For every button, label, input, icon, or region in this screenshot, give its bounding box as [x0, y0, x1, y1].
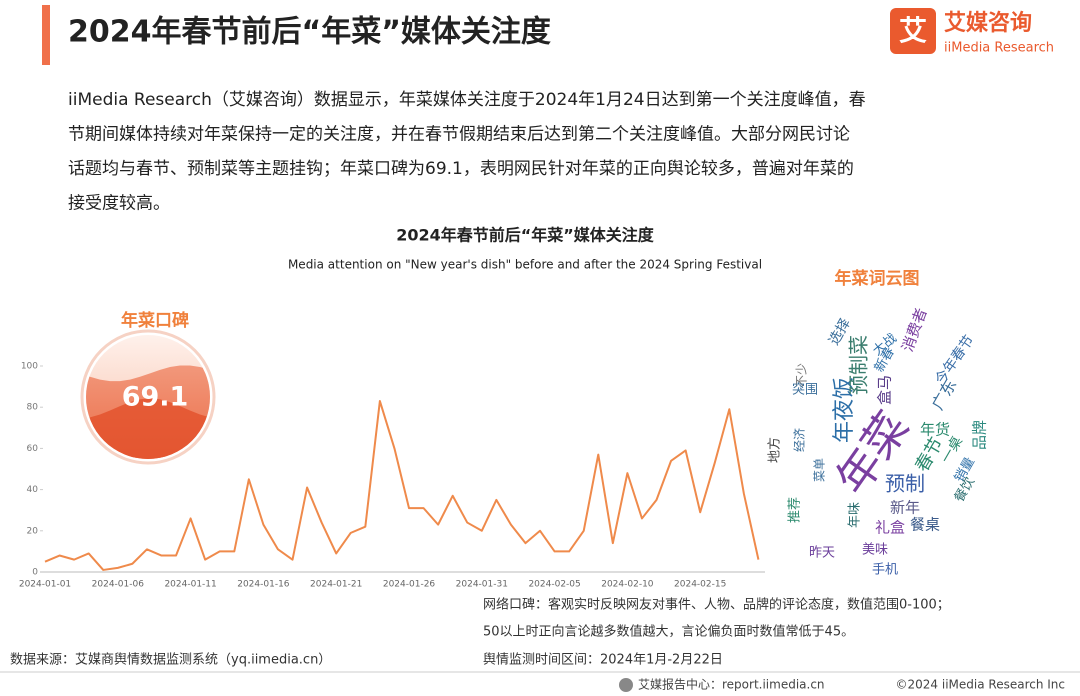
title-accent: [42, 5, 50, 65]
data-line: [44, 400, 760, 571]
y-tick-label: 20: [27, 526, 39, 536]
cloud-word: 新年: [890, 499, 920, 517]
wordcloud-title: 年菜词云图: [835, 268, 920, 289]
cloud-word: 年味: [848, 502, 863, 528]
cloud-word: 预制: [885, 472, 925, 496]
y-tick-label: 100: [21, 362, 38, 372]
page-title: 2024年春节前后“年菜”媒体关注度: [68, 15, 551, 50]
x-tick-label: 2024-01-16: [237, 580, 290, 590]
cloud-word: 不少: [795, 363, 809, 387]
intro-line: 节期间媒体持续对年菜保持一定的关注度，并在春节假期结束后达到第二个关注度峰值。大…: [68, 125, 850, 145]
cloud-word: 手机: [872, 563, 898, 578]
cloud-word: 盒马: [876, 375, 894, 405]
x-tick-label: 2024-01-31: [456, 580, 508, 590]
y-tick-label: 80: [27, 403, 39, 413]
cloud-word: 品牌: [971, 420, 989, 450]
x-tick-label: 2024-01-26: [383, 580, 436, 590]
note-line: 网络口碑：客观实时反映网友对事件、人物、品牌的评论态度，数值范围0-100；: [483, 597, 950, 613]
intro-line: 接受度较高。: [68, 194, 170, 214]
cloud-word: 餐桌: [910, 516, 940, 534]
logo-brand: 艾媒咨询: [944, 10, 1032, 36]
cloud-word: 今年春节: [932, 332, 977, 387]
cloud-word: 礼盒: [875, 519, 905, 537]
y-tick-label: 60: [27, 444, 39, 454]
intro-line: 话题均与春节、预制菜等主题挂钩；年菜口碑为69.1，表明网民针对年菜的正向舆论较…: [68, 159, 854, 179]
cloud-word: 菜单: [813, 458, 827, 482]
x-tick-label: 2024-02-15: [674, 580, 726, 590]
chart-title: 2024年春节前后“年菜”媒体关注度: [396, 226, 655, 245]
gauge-label: 年菜口碑: [121, 310, 189, 331]
gauge-value: 69.1: [122, 382, 189, 413]
cloud-word: 地方: [767, 437, 783, 463]
y-tick-label: 0: [32, 568, 38, 578]
cloud-word: 美味: [862, 543, 888, 558]
cloud-word: 年货: [920, 421, 950, 439]
x-tick-label: 2024-02-05: [528, 580, 580, 590]
cloud-word: 突围: [792, 382, 818, 398]
cloud-word: 年夜饭: [832, 377, 857, 443]
footer-right: ©2024 iiMedia Research Inc: [896, 678, 1065, 692]
cloud-word: 昨天: [809, 546, 835, 561]
source: 数据来源：艾媒商舆情数据监测系统（yq.iimedia.cn）: [10, 653, 331, 668]
x-tick-label: 2024-01-01: [19, 580, 71, 590]
logo-icon: [890, 8, 936, 54]
x-tick-label: 2024-01-11: [164, 580, 216, 590]
period: 舆情监测时间区间：2024年1月-2月22日: [483, 653, 723, 668]
gauge-ring: [80, 329, 216, 465]
x-tick-label: 2024-01-21: [310, 580, 362, 590]
cloud-word: 推荐: [788, 497, 803, 523]
cloud-word: 预制菜: [847, 335, 871, 395]
logo-glyph: 艾: [899, 14, 927, 47]
y-tick-label: 40: [27, 485, 39, 495]
footer-icon: [619, 678, 633, 692]
cloud-word: 经济: [792, 428, 807, 452]
footer-left: 艾媒报告中心：report.iimedia.cn: [638, 677, 825, 692]
logo-brand-en: iiMedia Research: [944, 41, 1054, 56]
chart-subtitle: Media attention on "New year's dish" bef…: [288, 258, 762, 272]
x-tick-label: 2024-01-06: [92, 580, 145, 590]
x-tick-label: 2024-02-10: [601, 580, 654, 590]
cloud-word: 消费者: [898, 306, 930, 354]
intro-line: iiMedia Research（艾媒咨询）数据显示，年菜媒体关注度于2024年…: [68, 90, 866, 110]
note-line: 50以上时正向言论越多数值越大，言论偏负面时数值常低于45。: [483, 624, 854, 640]
